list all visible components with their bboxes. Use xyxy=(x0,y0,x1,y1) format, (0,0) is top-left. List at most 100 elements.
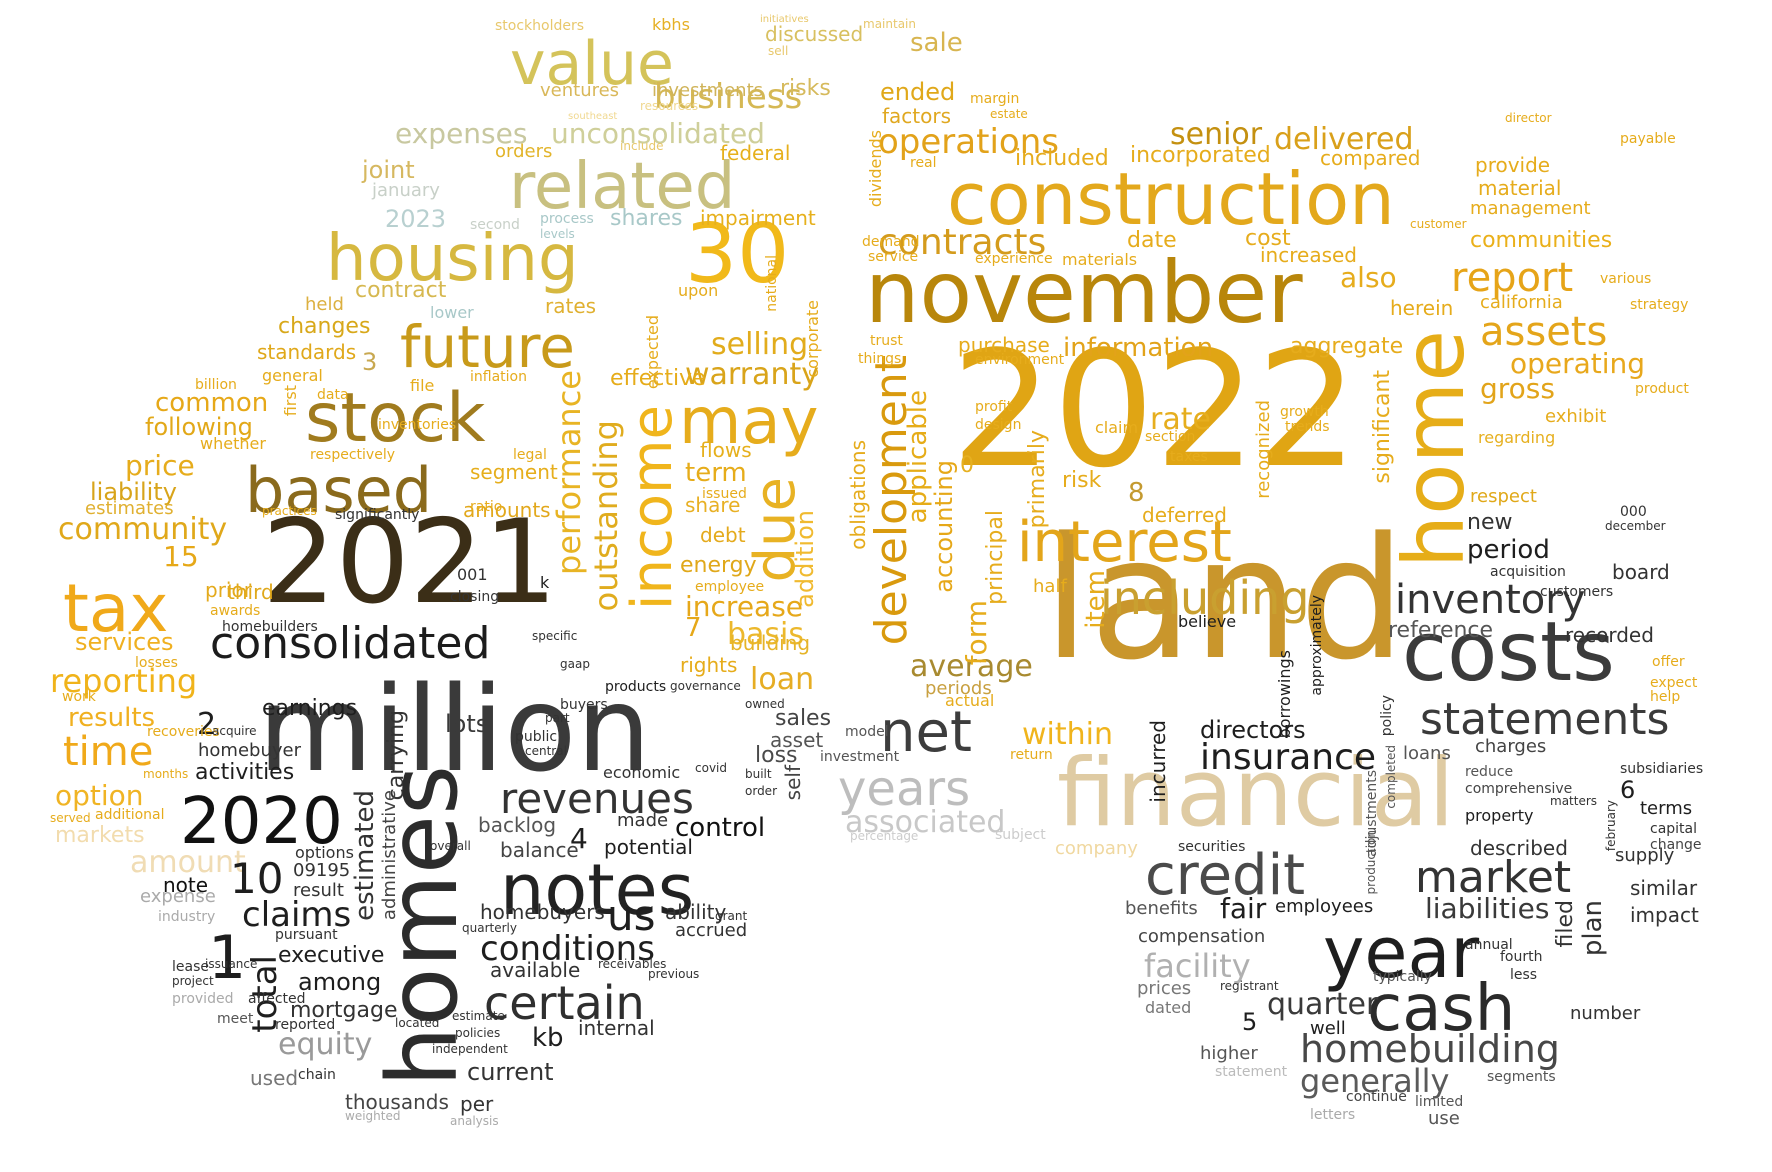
word-independent: independent xyxy=(432,1042,508,1056)
word-services: services xyxy=(75,628,174,656)
word-recognized: recognized xyxy=(1253,400,1274,499)
word-work: work xyxy=(62,689,96,705)
word-data: data xyxy=(317,387,349,403)
word-directors: directors xyxy=(1200,716,1306,744)
word-years: years xyxy=(838,761,971,817)
word-quarterly: quarterly xyxy=(462,921,517,935)
word-section: section xyxy=(1145,429,1196,445)
word-incorporated: incorporated xyxy=(1130,143,1271,168)
word-specific: specific xyxy=(532,629,578,643)
word-2023: 2023 xyxy=(385,205,447,233)
word-products: products xyxy=(605,679,667,695)
word-executive: executive xyxy=(278,943,385,968)
word-administrative: administrative xyxy=(379,790,400,921)
word-comprehensive: comprehensive xyxy=(1465,781,1573,797)
word-value: value xyxy=(510,29,674,99)
word-claim: claim xyxy=(1095,418,1139,437)
word-respect: respect xyxy=(1470,486,1537,507)
word-2021: 2021 xyxy=(262,495,558,630)
word-impairment: impairment xyxy=(700,206,816,230)
word-operations: operations xyxy=(878,122,1059,162)
word-10: 10 xyxy=(230,854,284,903)
word-december: december xyxy=(1605,519,1666,533)
word-us: us xyxy=(607,891,656,940)
word-central: central xyxy=(525,744,567,758)
word-primarily: primarily xyxy=(1025,430,1050,529)
word-segment: segment xyxy=(470,460,558,484)
word-weighted: weighted xyxy=(345,1109,401,1123)
word-investment: investment xyxy=(820,749,900,765)
word-buyers: buyers xyxy=(560,697,608,713)
word-incurred: incurred xyxy=(1146,720,1170,803)
word-located: located xyxy=(395,1016,440,1030)
word-potential: potential xyxy=(604,835,693,859)
word-related: related xyxy=(509,150,736,224)
word-building: building xyxy=(730,631,811,655)
word-result: result xyxy=(293,880,344,901)
word-reporting: reporting xyxy=(50,662,198,700)
word-model: model xyxy=(845,724,889,740)
word-used: used xyxy=(250,1066,299,1090)
word-consolidated: consolidated xyxy=(210,618,491,669)
word-policy: policy xyxy=(1379,695,1395,737)
word-well: well xyxy=(1310,1018,1346,1039)
word-lower: lower xyxy=(430,303,474,322)
word-materials: materials xyxy=(1062,250,1138,269)
word-joint: joint xyxy=(362,156,415,184)
word-actual: actual xyxy=(945,691,995,710)
word-000: 000 xyxy=(1620,504,1647,520)
word-kbhs: kbhs xyxy=(652,15,690,34)
word-debt: debt xyxy=(700,523,746,547)
word-offer: offer xyxy=(1652,654,1685,670)
word-trends: trends xyxy=(1285,419,1330,435)
word-income: income xyxy=(620,405,685,611)
word-sale: sale xyxy=(910,28,963,58)
word-issuance: issuance xyxy=(205,957,258,971)
word-product: product xyxy=(1635,381,1689,397)
word-taxes: taxes xyxy=(1170,449,1208,465)
word-first: first xyxy=(281,385,300,417)
word-change: change xyxy=(1650,837,1702,853)
word-form: form xyxy=(960,600,993,666)
word-kb: kb xyxy=(532,1023,564,1053)
word-production: production xyxy=(1364,830,1378,895)
word-liability: liability xyxy=(90,478,177,506)
word-capital: capital xyxy=(1650,821,1698,837)
word-receivables: receivables xyxy=(598,957,667,971)
word-estate: estate xyxy=(990,107,1028,121)
word-k: k xyxy=(540,573,550,592)
word-benefits: benefits xyxy=(1125,898,1198,919)
word-demand: demand xyxy=(862,234,920,250)
word-purchase: purchase xyxy=(958,333,1050,357)
word-board: board xyxy=(1612,560,1670,584)
word-reported: reported xyxy=(275,1017,336,1033)
word-segments: segments xyxy=(1487,1069,1556,1085)
word-thousands: thousands xyxy=(345,1090,449,1114)
word-sell: sell xyxy=(768,44,789,58)
word-2022: 2022 xyxy=(951,316,1359,503)
word-significantly: significantly xyxy=(335,507,420,523)
word-property: property xyxy=(1465,806,1534,825)
word-5: 5 xyxy=(1242,1008,1258,1036)
word-meet: meet xyxy=(217,1011,254,1027)
word-cost: cost xyxy=(1245,226,1291,251)
word-insurance: insurance xyxy=(1200,737,1377,778)
word-changes: changes xyxy=(278,314,371,339)
word-increase: increase xyxy=(685,590,804,623)
word-acquire: acquire xyxy=(212,724,257,738)
word-among: among xyxy=(298,968,382,996)
word-fourth: fourth xyxy=(1500,949,1543,965)
word-warranty: warranty xyxy=(685,357,819,392)
word-associated: associated xyxy=(845,805,1006,840)
word-continue: continue xyxy=(1346,1089,1407,1105)
word-economic: economic xyxy=(603,763,681,782)
word-management: management xyxy=(1470,198,1591,219)
word-half: half xyxy=(1033,576,1067,597)
word-loan: loan xyxy=(750,662,815,697)
word-may: may xyxy=(679,385,819,459)
word-standards: standards xyxy=(257,340,357,364)
word-15: 15 xyxy=(163,540,199,573)
word-discussed: discussed xyxy=(765,22,864,46)
word-equity: equity xyxy=(278,1027,373,1062)
word-corporate: corporate xyxy=(803,300,822,378)
